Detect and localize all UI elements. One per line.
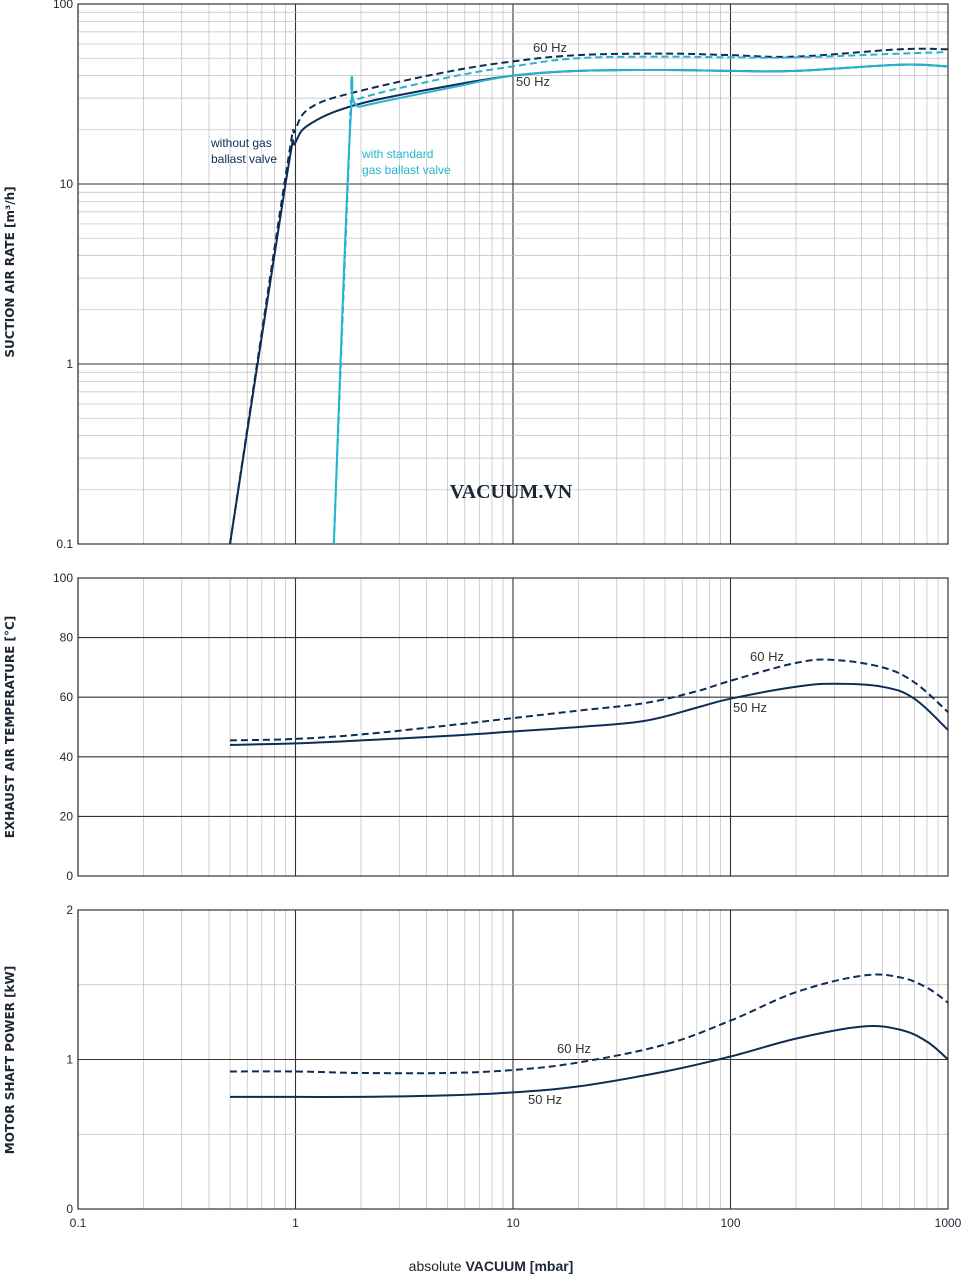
exhaust-ylabel: EXHAUST AIR TEMPERATURE [°C] [3, 616, 17, 839]
y-tick-label: 40 [60, 750, 74, 764]
series-line [229, 1025, 949, 1098]
series-line [229, 973, 949, 1075]
annotation-without-gas: without gas [210, 136, 272, 150]
annotation-with-standard: with standard [361, 147, 433, 161]
grid-layer [77, 3, 949, 1210]
y-tick-label: 2 [66, 903, 73, 917]
suction-ylabel: SUCTION AIR RATE [m³/h] [3, 186, 17, 357]
plot-frame [77, 577, 949, 877]
exhaust-50hz-label: 50 Hz [733, 700, 767, 715]
plot-frame [77, 3, 949, 545]
y-tick-label: 60 [60, 690, 74, 704]
x-axis-label: absolute VACUUM [mbar] [409, 1258, 574, 1274]
y-tick-label: 0.1 [56, 537, 73, 551]
x-tick-label: 0.1 [70, 1216, 87, 1230]
x-axis-label-unit: [mbar] [530, 1258, 574, 1274]
series-line [229, 47, 949, 545]
series-line [229, 682, 949, 746]
y-tick-label: 100 [53, 571, 73, 585]
y-tick-label: 1 [66, 1053, 73, 1067]
power-50hz-label: 50 Hz [528, 1092, 562, 1107]
x-axis-label-prefix: absolute [409, 1258, 462, 1274]
exhaust-60hz-label: 60 Hz [750, 649, 784, 664]
y-tick-label: 10 [60, 177, 74, 191]
power-60hz-label: 60 Hz [557, 1041, 591, 1056]
y-tick-label: 80 [60, 631, 74, 645]
annotation-gas-ballast-valve: gas ballast valve [362, 163, 451, 177]
x-tick-label: 100 [720, 1216, 740, 1230]
suction-50hz-label: 50 Hz [516, 74, 550, 89]
x-axis-label-bold: VACUUM [465, 1258, 525, 1274]
x-tick-label: 1 [292, 1216, 299, 1230]
y-tick-label: 0 [66, 1202, 73, 1216]
power-ylabel: MOTOR SHAFT POWER [kW] [3, 966, 17, 1155]
y-tick-label: 20 [60, 809, 74, 823]
x-tick-label: 10 [506, 1216, 520, 1230]
x-tick-label: 1000 [935, 1216, 962, 1230]
y-tick-label: 0 [66, 869, 73, 883]
series-layer [229, 47, 949, 1098]
y-tick-label: 1 [66, 357, 73, 371]
series-line [229, 63, 949, 545]
y-tick-label: 100 [53, 0, 73, 11]
series-line [332, 63, 949, 545]
series-line [332, 51, 949, 545]
watermark: VACUUM.VN [450, 481, 573, 503]
series-line [229, 658, 949, 742]
annotation-ballast-valve: ballast valve [211, 152, 277, 166]
suction-60hz-label: 60 Hz [533, 40, 567, 55]
